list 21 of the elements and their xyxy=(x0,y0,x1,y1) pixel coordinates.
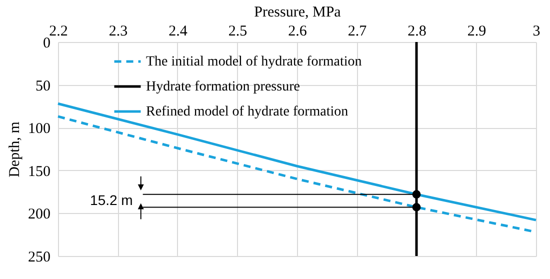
y-tick-label: 200 xyxy=(28,206,50,223)
x-tick-label: 2.8 xyxy=(408,24,426,40)
x-tick-label: 2.6 xyxy=(288,24,308,40)
y-tick-label: 250 xyxy=(28,250,50,266)
y-tick-label: 50 xyxy=(36,78,50,94)
x-tick-label: 2.9 xyxy=(467,24,486,40)
legend-label: The initial model of hydrate formation xyxy=(146,54,362,70)
x-tick-label: 2.7 xyxy=(348,24,368,40)
x-tick-label: 3 xyxy=(532,24,540,40)
y-axis-title: Depth, m xyxy=(7,121,23,178)
y-tick-label: 100 xyxy=(28,121,50,138)
x-tick-label: 2.2 xyxy=(49,24,68,40)
y-tick-label: 0 xyxy=(43,36,50,52)
x-tick-label: 2.3 xyxy=(108,24,128,40)
y-tick-label: 150 xyxy=(28,164,50,180)
legend-label: Refined model of hydrate formation xyxy=(146,104,348,120)
x-tick-label: 2.5 xyxy=(228,24,248,40)
x-axis-title: Pressure, MPa xyxy=(254,4,342,20)
legend-label: Hydrate formation pressure xyxy=(146,80,300,94)
annotation: 15.2 m xyxy=(90,192,133,208)
x-tick-label: 2.4 xyxy=(168,24,188,40)
